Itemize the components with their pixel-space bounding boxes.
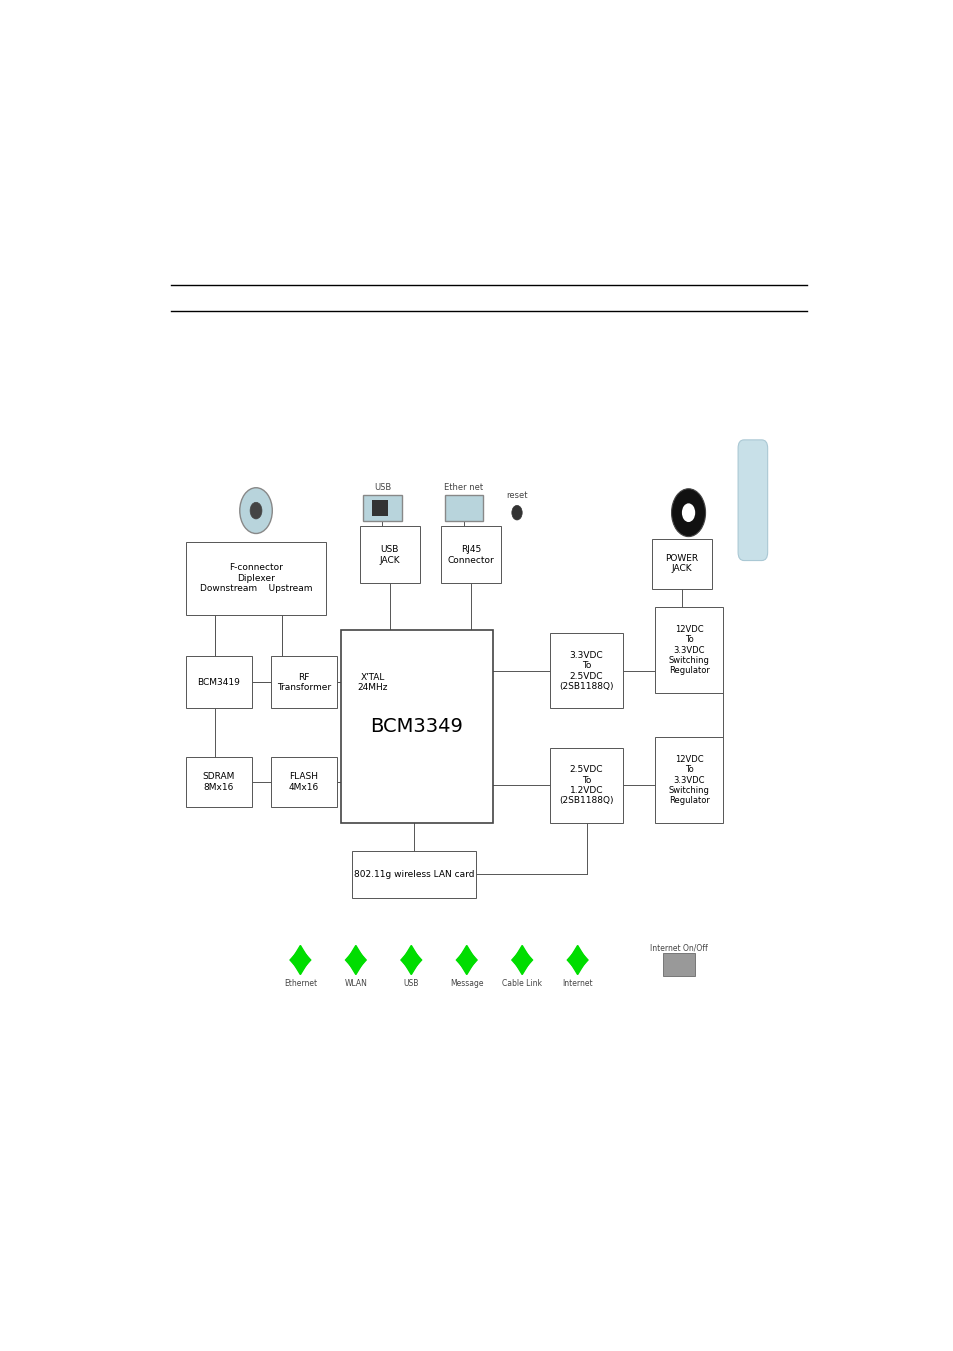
Text: WLAN: WLAN	[344, 978, 367, 988]
FancyBboxPatch shape	[344, 657, 400, 708]
Text: USB: USB	[403, 978, 418, 988]
FancyBboxPatch shape	[372, 500, 388, 516]
Text: POWER
JACK: POWER JACK	[664, 554, 698, 573]
Text: 12VDC
To
3.3VDC
Switching
Regulator: 12VDC To 3.3VDC Switching Regulator	[668, 624, 709, 676]
FancyBboxPatch shape	[341, 630, 492, 823]
Text: SDRAM
8Mx16: SDRAM 8Mx16	[203, 773, 235, 792]
Text: Internet On/Off: Internet On/Off	[649, 944, 707, 952]
Text: BCM3419: BCM3419	[197, 678, 240, 686]
FancyBboxPatch shape	[359, 526, 419, 584]
Text: Cable Link: Cable Link	[501, 978, 541, 988]
Text: reset: reset	[506, 492, 527, 500]
Polygon shape	[512, 951, 532, 969]
FancyBboxPatch shape	[550, 634, 622, 708]
Polygon shape	[456, 951, 476, 969]
FancyBboxPatch shape	[186, 757, 252, 807]
FancyBboxPatch shape	[444, 494, 482, 521]
Text: RJ45
Connector: RJ45 Connector	[447, 544, 494, 565]
FancyBboxPatch shape	[655, 608, 722, 693]
FancyBboxPatch shape	[550, 748, 622, 823]
Polygon shape	[292, 946, 309, 974]
Polygon shape	[402, 946, 419, 974]
Text: Ether net: Ether net	[444, 482, 483, 492]
Text: 12VDC
To
3.3VDC
Switching
Regulator: 12VDC To 3.3VDC Switching Regulator	[668, 755, 709, 805]
Circle shape	[512, 505, 521, 520]
Text: 802.11g wireless LAN card: 802.11g wireless LAN card	[354, 870, 474, 878]
FancyBboxPatch shape	[271, 757, 337, 807]
Text: USB: USB	[374, 482, 391, 492]
Polygon shape	[290, 951, 311, 969]
Polygon shape	[513, 946, 531, 974]
Text: Internet: Internet	[561, 978, 593, 988]
Text: Ethernet: Ethernet	[284, 978, 316, 988]
Text: Message: Message	[450, 978, 483, 988]
Text: X'TAL
24MHz: X'TAL 24MHz	[356, 673, 387, 692]
Circle shape	[239, 488, 272, 534]
Text: USB
JACK: USB JACK	[379, 544, 399, 565]
FancyBboxPatch shape	[352, 851, 476, 897]
Text: RF
Transformer: RF Transformer	[276, 673, 331, 692]
FancyBboxPatch shape	[186, 542, 326, 615]
Polygon shape	[345, 951, 366, 969]
Text: F-connector
Diplexer
Downstream    Upstream: F-connector Diplexer Downstream Upstream	[199, 563, 312, 593]
Text: 2.5VDC
To
1.2VDC
(2SB1188Q): 2.5VDC To 1.2VDC (2SB1188Q)	[558, 765, 613, 805]
FancyBboxPatch shape	[662, 952, 695, 975]
FancyBboxPatch shape	[440, 526, 501, 584]
Polygon shape	[568, 946, 586, 974]
Polygon shape	[400, 951, 421, 969]
Polygon shape	[457, 946, 476, 974]
FancyBboxPatch shape	[186, 657, 252, 708]
Circle shape	[250, 503, 262, 519]
FancyBboxPatch shape	[655, 738, 722, 823]
Polygon shape	[567, 951, 587, 969]
Polygon shape	[347, 946, 364, 974]
FancyBboxPatch shape	[271, 657, 337, 708]
FancyBboxPatch shape	[363, 494, 401, 521]
Text: FLASH
4Mx16: FLASH 4Mx16	[289, 773, 319, 792]
Circle shape	[671, 489, 705, 536]
Circle shape	[681, 504, 695, 521]
FancyBboxPatch shape	[651, 539, 712, 589]
Text: 3.3VDC
To
2.5VDC
(2SB1188Q): 3.3VDC To 2.5VDC (2SB1188Q)	[558, 651, 613, 690]
Text: BCM3349: BCM3349	[370, 717, 463, 736]
FancyBboxPatch shape	[738, 440, 767, 561]
